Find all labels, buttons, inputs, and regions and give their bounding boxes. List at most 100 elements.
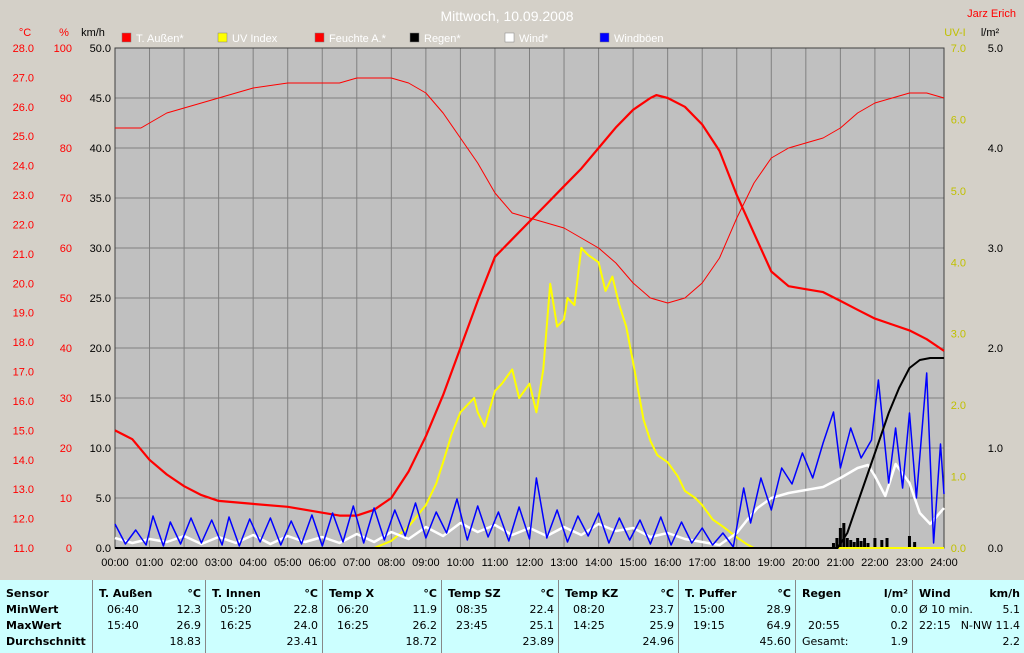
axis-tick-time: 13:00 (550, 557, 578, 569)
axis-tick-temp: 24.0 (13, 161, 34, 173)
axis-tick-time: 19:00 (758, 557, 786, 569)
axis-tick-humidity: 50 (60, 293, 72, 305)
stats-col-name: T. Außen (99, 587, 153, 600)
stats-col-unit: °C (304, 587, 318, 600)
axis-tick-wind: 10.0 (90, 443, 111, 455)
axis-tick-uv: 2.0 (951, 400, 966, 412)
axis-tick-temp: 20.0 (13, 278, 34, 290)
axis-tick-rain: 2.0 (988, 343, 1003, 355)
axis-tick-temp: 26.0 (13, 102, 34, 114)
stats-wind-avg-label: Ø 10 min. (919, 603, 973, 616)
stats-max-time: 16:25 (337, 619, 369, 632)
stats-col-name: Temp KZ (565, 587, 619, 600)
stats-max-value: 26.9 (176, 619, 202, 632)
axis-tick-time: 09:00 (412, 557, 440, 569)
stats-max-time: 22:15 (919, 619, 951, 632)
stats-max-value: 25.1 (529, 619, 555, 632)
stats-max-value: 0.2 (890, 619, 909, 632)
legend-swatch (314, 32, 325, 43)
stats-col-name: Regen (802, 587, 842, 600)
stats-avg-value: 18.83 (169, 635, 202, 648)
stats-max-value: N-NW 11.4 (960, 619, 1020, 632)
rain-bar (835, 538, 839, 548)
axis-tick-humidity: 0 (66, 543, 72, 555)
stats-col-unit: °C (423, 587, 437, 600)
stats-col-name: Temp X (329, 587, 375, 600)
stats-total-value: 1.9 (890, 635, 909, 648)
axis-unit-temp: °C (19, 27, 31, 39)
legend-swatch (409, 32, 420, 43)
weather-chart: Mittwoch, 10.09.2008 Jarz Erich °C% km/h U… (12, 8, 1016, 569)
stats-min-time: 08:35 (456, 603, 488, 616)
stats-col-unit: °C (660, 587, 674, 600)
stats-min-time: 15:00 (693, 603, 725, 616)
axis-tick-humidity: 90 (60, 93, 72, 105)
axis-tick-temp: 17.0 (13, 367, 34, 379)
axis-tick-wind: 45.0 (90, 93, 111, 105)
legend-swatch (121, 32, 132, 43)
axis-tick-humidity: 80 (60, 143, 72, 155)
axis-tick-wind: 30.0 (90, 243, 111, 255)
axis-tick-uv: 5.0 (951, 186, 966, 198)
stats-total-label: Gesamt: (802, 635, 849, 648)
axis-tick-time: 17:00 (688, 557, 716, 569)
axis-tick-rain: 0.0 (988, 543, 1003, 555)
axis-tick-humidity: 40 (60, 343, 72, 355)
stats-row-avg: Durchschnitt (6, 635, 86, 648)
legend-swatch (599, 32, 610, 43)
axis-tick-wind: 15.0 (90, 393, 111, 405)
rain-bar (885, 538, 889, 548)
legend-label: Feuchte A.* (329, 33, 387, 45)
rain-bar (880, 540, 884, 548)
legend-label: UV Index (232, 33, 278, 45)
stats-max-time: 15:40 (107, 619, 139, 632)
legend-label: T. Außen* (136, 33, 184, 45)
stats-col-name: Wind (919, 587, 951, 600)
stats-column-regen: Regen l/m² 0.0 20:55 0.2 Gesamt: 1.9 (795, 580, 912, 653)
rain-bar (859, 541, 863, 548)
axis-tick-time: 07:00 (343, 557, 371, 569)
axis-tick-temp: 22.0 (13, 219, 34, 231)
axis-tick-wind: 40.0 (90, 143, 111, 155)
stats-col-unit: km/h (989, 587, 1020, 600)
axis-tick-time: 23:00 (896, 557, 924, 569)
series-line-temp (114, 93, 945, 517)
stats-min-value: 0.0 (890, 603, 909, 616)
stats-min-value: 23.7 (649, 603, 675, 616)
axis-tick-rain: 5.0 (988, 43, 1003, 55)
stats-col-name: T. Innen (212, 587, 261, 600)
series-line-humidity (115, 77, 945, 304)
axis-tick-humidity: 10 (60, 493, 72, 505)
stats-col-unit: l/m² (883, 587, 908, 600)
stats-min-value: 28.9 (766, 603, 792, 616)
axis-tick-time: 14:00 (585, 557, 613, 569)
rain-bar (845, 538, 849, 548)
axis-tick-humidity: 100 (54, 43, 72, 55)
stats-sensor-column: Sensor MinWert MaxWert Durchschnitt (0, 580, 92, 653)
rain-bar (849, 540, 853, 548)
stats-avg-value: 45.60 (759, 635, 792, 648)
stats-min-time: 06:20 (337, 603, 369, 616)
rain-bar (831, 543, 835, 548)
legend-swatch (504, 32, 515, 43)
stats-col-name: T. Puffer (685, 587, 737, 600)
axis-unit-humidity: % (59, 27, 69, 39)
stats-col-unit: °C (777, 587, 791, 600)
stats-max-value: 26.2 (412, 619, 438, 632)
rain-bar (863, 538, 867, 548)
axis-tick-time: 02:00 (170, 557, 198, 569)
stats-column-temp-kz: Temp KZ °C 08:20 23.7 14:25 25.9 24.96 (558, 580, 678, 653)
axis-tick-humidity: 70 (60, 193, 72, 205)
axis-tick-wind: 5.0 (96, 493, 111, 505)
axis-tick-time: 11:00 (482, 557, 509, 569)
axis-tick-temp: 15.0 (13, 425, 34, 437)
axis-tick-temp: 25.0 (13, 131, 34, 143)
rain-bar (873, 538, 877, 548)
axis-tick-rain: 4.0 (988, 143, 1003, 155)
axis-tick-temp: 23.0 (13, 190, 34, 202)
axis-tick-temp: 19.0 (13, 308, 34, 320)
stats-max-time: 20:55 (808, 619, 840, 632)
stats-avg-value: 24.96 (642, 635, 675, 648)
axis-tick-time: 24:00 (930, 557, 958, 569)
axis-tick-time: 15:00 (619, 557, 647, 569)
